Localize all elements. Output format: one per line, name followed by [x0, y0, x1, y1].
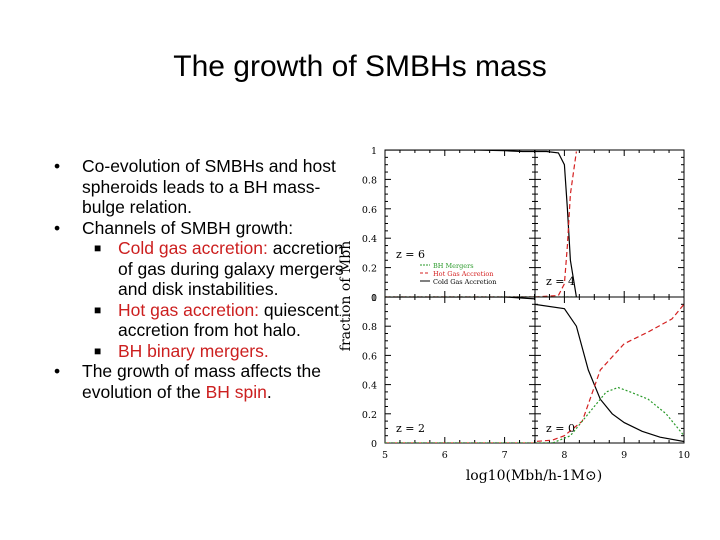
sub-bullet-item: ■ Cold gas accretion: accretion of gas d…: [54, 238, 344, 300]
sub-bullet-item: ■ BH binary mergers.: [54, 341, 344, 362]
series-line-hot-gas-accretion: [535, 151, 577, 297]
y-tick-label: 0.4: [362, 234, 377, 245]
x-tick-label: 7: [502, 450, 508, 461]
y-axis-label: fraction of Mbh: [338, 241, 354, 351]
x-tick-label: 6: [442, 450, 448, 461]
square-bullet-icon: ■: [94, 302, 102, 317]
square-bullet-icon: ■: [94, 241, 102, 255]
panel-label: z = 4: [546, 275, 575, 288]
y-tick-label: 1: [371, 293, 377, 304]
y-tick-label: 0: [371, 293, 377, 304]
bullet-list: • Co-evolution of SMBHs and host spheroi…: [54, 156, 344, 402]
legend-entry: BH Mergers: [433, 262, 474, 270]
panel-label: z = 0: [546, 422, 575, 435]
x-tick-label: 9: [621, 450, 627, 461]
sub-bullet-text: accretion of gas during galaxy mergers a…: [118, 238, 344, 299]
legend-entry: Cold Gas Accretion: [433, 278, 496, 286]
sub-bullet-highlight: Cold gas accretion:: [118, 238, 268, 258]
panel-label: z = 6: [396, 248, 425, 261]
series-line-bh-mergers: [535, 386, 684, 443]
bullet-text: The growth of mass affects the evolution…: [82, 361, 321, 402]
bullet-text: .: [266, 381, 272, 402]
series-line-cold-gas-accretion: [535, 150, 577, 297]
y-tick-label: 0.6: [362, 351, 377, 362]
y-tick-label: 0.2: [362, 410, 377, 421]
bullet-dot-icon: •: [54, 361, 61, 381]
series-line-cold-gas-accretion: [535, 303, 684, 443]
bullet-text: Channels of SMBH growth:: [82, 217, 294, 238]
x-tick-label: 8: [561, 450, 567, 461]
y-tick-label: 0.8: [362, 175, 377, 186]
bullet-item: • Channels of SMBH growth:: [54, 218, 344, 239]
y-tick-label: 0.8: [362, 322, 377, 333]
bullet-item: • Co-evolution of SMBHs and host spheroi…: [54, 156, 344, 218]
y-tick-label: 1: [371, 146, 377, 157]
square-bullet-icon: ■: [94, 343, 102, 358]
sub-bullet-highlight: Hot gas accretion:: [118, 299, 260, 320]
bullet-dot-icon: •: [54, 156, 61, 176]
y-tick-label: 0.4: [362, 381, 377, 392]
series-line-cold-gas-accretion: [385, 150, 535, 153]
bullet-highlight: BH: [205, 381, 230, 402]
bullet-dot-icon: •: [54, 217, 61, 238]
x-axis-label: log10(Mbh/h-1M⊙): [466, 468, 602, 484]
bullet-item: • The growth of mass affects the evoluti…: [54, 361, 344, 402]
bullet-highlight: spin: [234, 381, 267, 402]
panel-label: z = 2: [396, 422, 425, 435]
y-tick-label: 0.2: [362, 264, 377, 275]
x-tick-label: 10: [678, 450, 690, 461]
x-tick-label: 5: [382, 450, 388, 461]
sub-bullet-highlight: BH binary mergers.: [118, 340, 269, 361]
sub-bullet-text: quiescent accretion from hot halo.: [118, 299, 339, 341]
y-tick-label: 0: [371, 439, 377, 450]
sub-bullet-item: ■ Hot gas accretion: quiescent accretion…: [54, 300, 344, 341]
bullet-text: Co-evolution of SMBHs and host spheroids…: [82, 156, 336, 217]
legend-entry: Hot Gas Accretion: [433, 270, 493, 278]
slide-title: The growth of SMBHs mass: [173, 50, 547, 83]
y-tick-label: 0.6: [362, 205, 377, 216]
